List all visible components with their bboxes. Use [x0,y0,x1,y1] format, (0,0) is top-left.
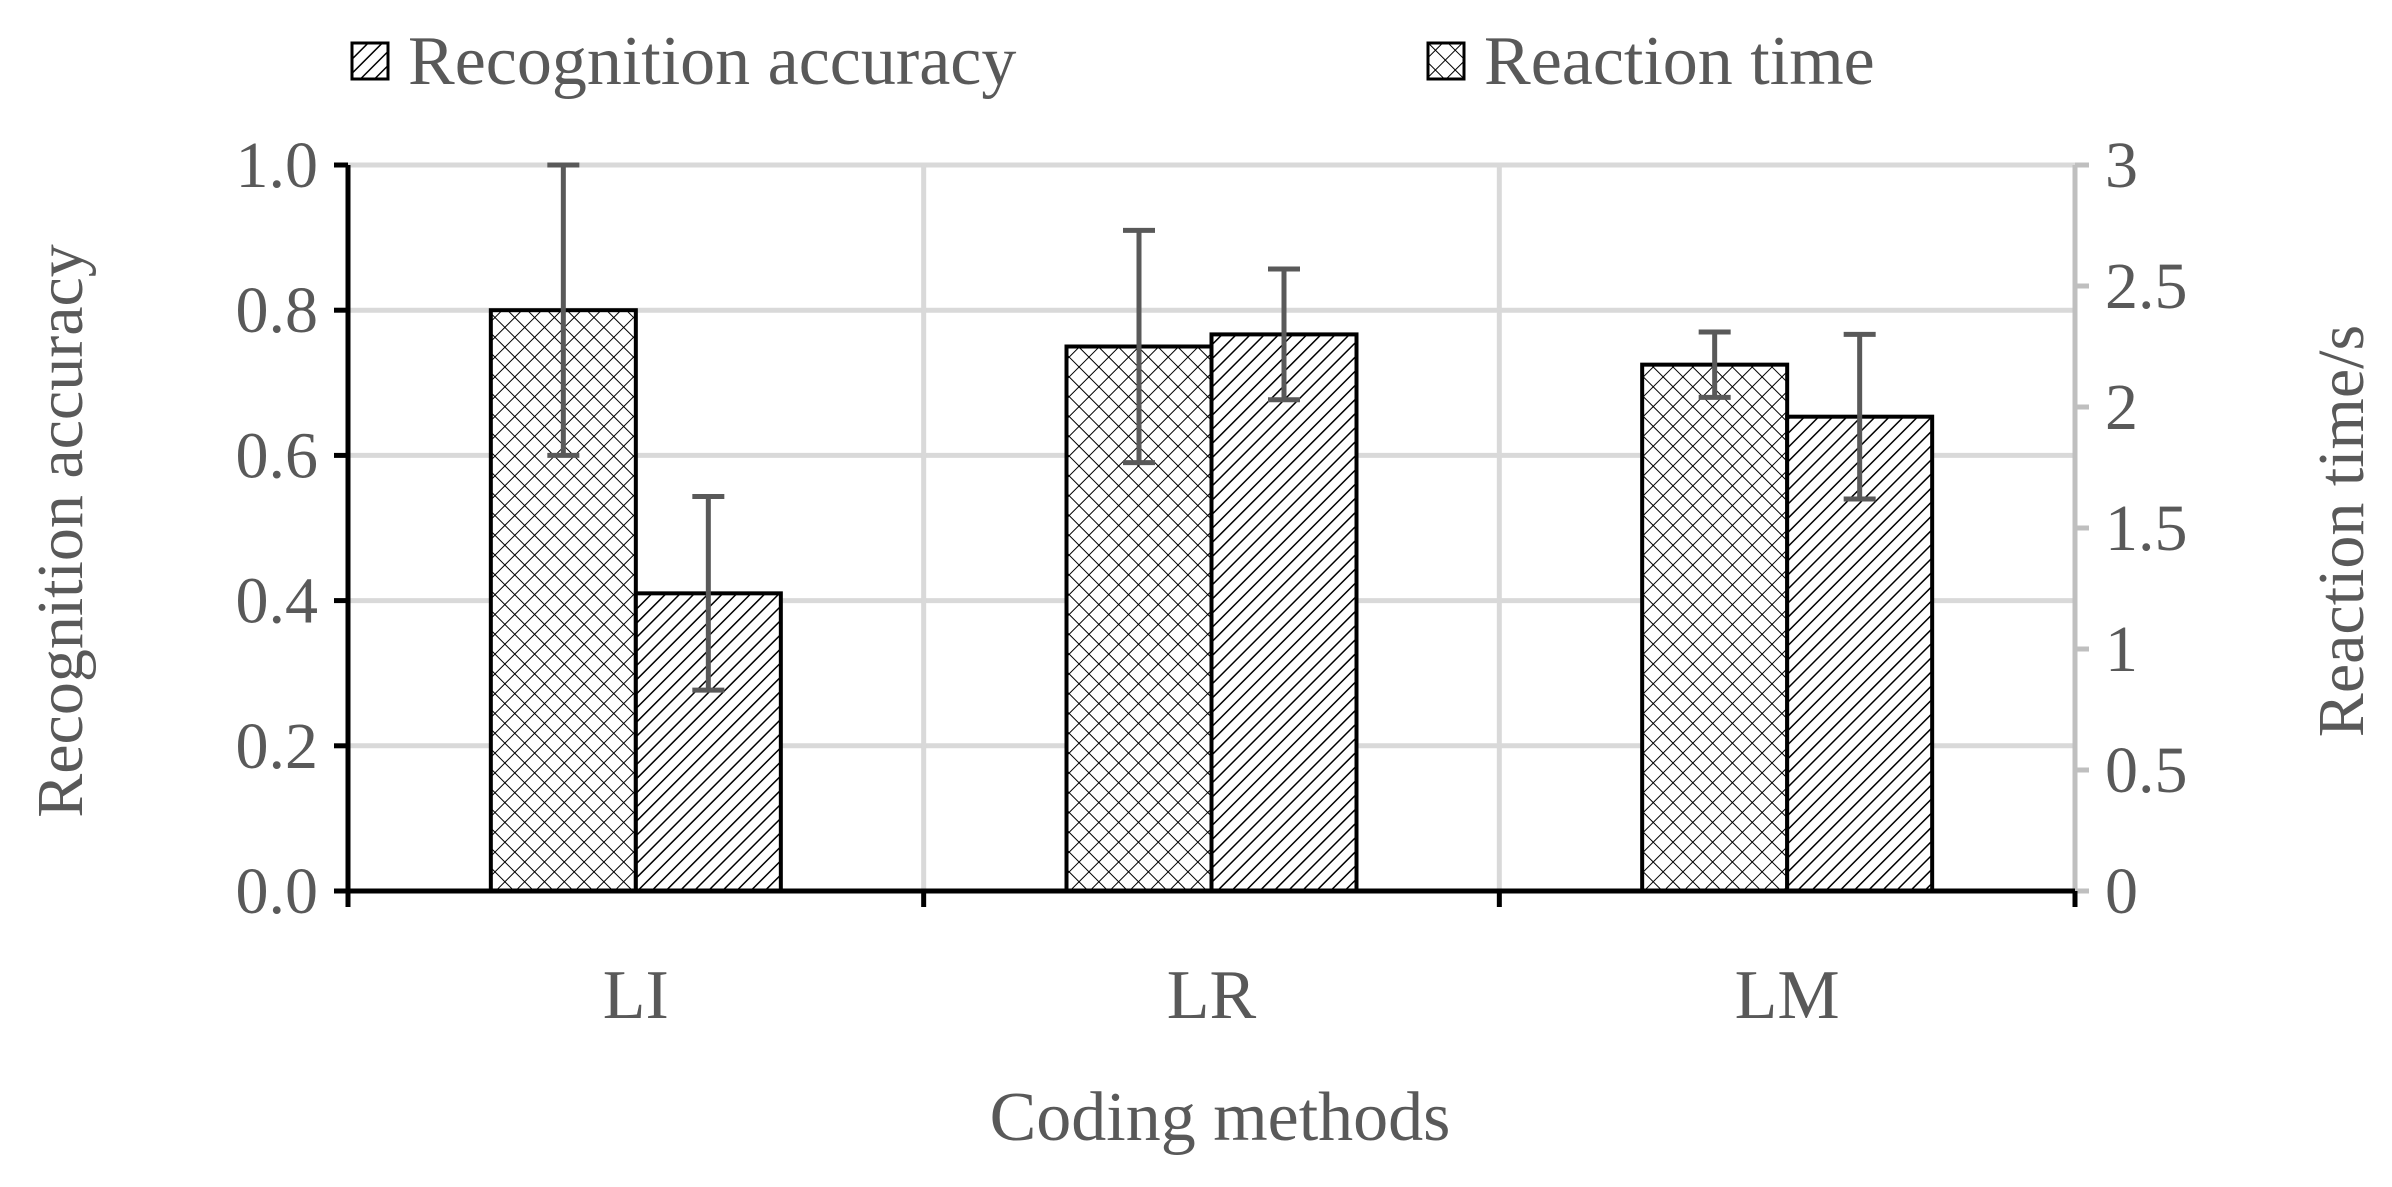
y2-tick-label: 0.5 [2105,734,2188,807]
y2-tick-label: 1.5 [2105,492,2188,565]
y-tick-label: 0.0 [236,855,319,928]
error-bar-reaction-time-lr [1268,266,1300,403]
y-tick-label: 0.6 [236,419,319,492]
legend-label-reaction-time: Reaction time [1484,23,1875,100]
axes [334,162,2089,907]
tick-labels: LI LR LM 0 0.5 1 1.5 2 2.5 3 0.0 0.2 0.4 0.6 0.8 1.0 [236,129,2188,1034]
legend-label-recognition-accuracy: Recognition accuracy [408,23,1016,100]
x-tick-label-lm: LM [1735,957,1840,1034]
y2-tick-label: 2 [2105,371,2138,444]
x-axis-title: Coding methods [990,1079,1451,1156]
legend-swatch-recognition-accuracy [350,41,390,81]
error-bar-recognition-accuracy-lm [1698,329,1731,400]
y-tick-label: 0.2 [236,710,319,783]
legend-swatch-reaction-time [1426,41,1466,81]
y-tick-label: 0.8 [236,274,319,347]
error-bar-recognition-accuracy-li [547,162,580,458]
error-bar-reaction-time-lm [1843,331,1876,502]
y2-tick-label: 1 [2105,613,2138,686]
error-bars [547,162,1876,693]
y-tick-label: 1.0 [236,129,319,202]
y2-axis-title: Reaction time/s [2305,325,2378,737]
legend: Recognition accuracy Reaction time [350,23,1875,100]
x-tick-label-lr: LR [1167,957,1257,1034]
bar-recognition-accuracy-lm [1640,362,1790,893]
error-bar-recognition-accuracy-lr [1123,227,1155,466]
bar-reaction-time-lr [1209,332,1359,893]
x-tick-label-li: LI [603,957,669,1034]
y-axis-title: Recognition accuracy [24,244,97,818]
error-bar-reaction-time-li [692,494,725,693]
y-tick-label: 0.4 [236,565,319,638]
y2-tick-label: 3 [2105,129,2138,202]
y2-tick-label: 0 [2105,855,2138,928]
y2-tick-label: 2.5 [2105,250,2188,323]
